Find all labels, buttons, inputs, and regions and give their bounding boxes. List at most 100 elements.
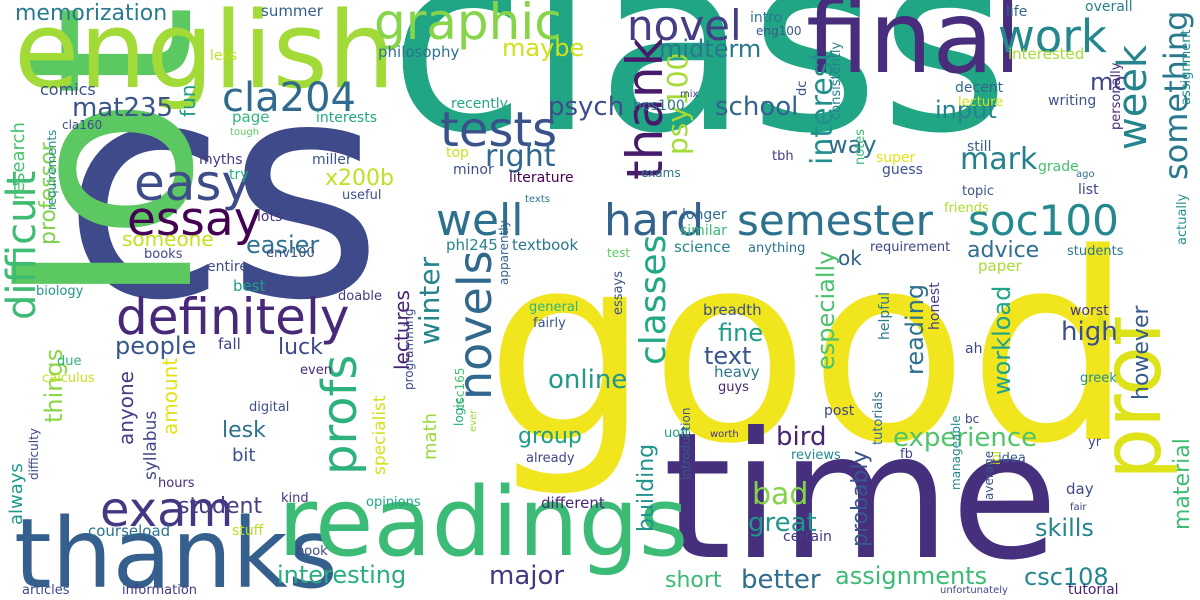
word-actually: actually <box>1175 193 1190 245</box>
word-textbook: textbook <box>512 236 579 254</box>
word-classes: classes <box>633 234 674 365</box>
word-apparently: apparently <box>497 220 511 285</box>
word-tutorials: tutorials <box>871 391 886 445</box>
word-right: right <box>485 139 556 174</box>
word-interesting: interesting <box>277 561 407 589</box>
word-cs: cs <box>62 17 384 366</box>
word-mat235: mat235 <box>72 93 174 123</box>
word-page: page <box>232 108 270 126</box>
word-winter: winter <box>413 256 446 345</box>
word-notes: notes <box>853 128 868 165</box>
word-uoft: uoft <box>664 426 690 441</box>
word-luck: luck <box>278 335 323 360</box>
word-idea: idea <box>998 451 1026 466</box>
word-entire: entire <box>207 259 248 275</box>
word-fall: fall <box>218 335 241 353</box>
word-guys: guys <box>718 380 749 395</box>
word-requirement: requirement <box>870 240 951 255</box>
word-math: math <box>420 412 441 460</box>
word-ever: ever <box>468 409 479 432</box>
word-text: text <box>704 342 752 370</box>
word-lots: lots <box>257 209 283 225</box>
word-memorization: memorization <box>15 1 168 26</box>
word-reviews: reviews <box>791 448 841 463</box>
word-super: super <box>876 150 916 166</box>
word-personally: personally <box>1109 62 1124 130</box>
word-information: information <box>122 583 198 598</box>
word-manageable: manageable <box>949 415 963 490</box>
word-phl245: phl245 <box>446 236 498 254</box>
word-day: day <box>1066 480 1094 498</box>
word-recently: recently <box>451 96 508 112</box>
word-easier: easier <box>246 231 320 259</box>
word-doable: doable <box>338 289 383 304</box>
word-final: final <box>806 0 1022 96</box>
word-texts: texts <box>525 194 550 205</box>
word-writing: writing <box>1048 93 1097 109</box>
word-good: good <box>485 199 1134 501</box>
word-mix: mix <box>680 89 699 100</box>
word-tutorial: tutorial <box>1068 582 1119 598</box>
word-worth: worth <box>710 429 739 440</box>
word-try: try <box>229 167 249 183</box>
word-best: best <box>233 277 266 295</box>
word-school: school <box>715 92 799 122</box>
word-assignments: assignments <box>835 562 988 590</box>
word-students: students <box>1067 244 1124 259</box>
word-soc100: soc100 <box>968 196 1119 245</box>
word-tough: tough <box>230 127 260 138</box>
word-hours: hours <box>158 476 195 491</box>
word-ok: ok <box>838 246 862 270</box>
word-bc: bc <box>965 412 980 426</box>
word-less: less <box>210 48 238 64</box>
word-opinions: opinions <box>366 495 421 510</box>
word-topic: topic <box>962 184 995 199</box>
word-fair: fair <box>1070 502 1087 513</box>
word-due: due <box>57 354 82 369</box>
word-ah: ah <box>965 341 983 357</box>
word-test: test <box>607 246 631 260</box>
word-still: still <box>967 139 992 155</box>
word-decent: decent <box>955 80 1004 96</box>
word-introduction: introduction <box>679 407 693 480</box>
word-courseload: courseload <box>88 522 171 540</box>
word-time: time <box>663 396 1059 599</box>
word-grade: grade <box>1038 159 1079 175</box>
word-digital: digital <box>249 400 290 415</box>
word-building: building <box>634 443 659 532</box>
word-assignment: assignment <box>1179 29 1194 105</box>
word-list: list <box>1078 182 1099 198</box>
word-similar: similar <box>680 223 727 239</box>
word-yr: yr <box>1088 435 1102 450</box>
word-mc: mc <box>1090 68 1127 96</box>
word-people: people <box>115 332 197 360</box>
word-intro: intro <box>750 10 783 26</box>
word-longer: longer <box>682 207 727 223</box>
word-dc: dc <box>795 80 810 96</box>
word-work: work <box>998 10 1107 63</box>
word-comics: comics <box>40 80 96 99</box>
word-philosophy: philosophy <box>378 43 460 61</box>
word-top: top <box>446 145 469 161</box>
word-helpful: helpful <box>877 292 893 340</box>
word-definitely: definitely <box>116 288 350 346</box>
word-breadth: breadth <box>703 301 762 319</box>
word-post: post <box>824 403 855 419</box>
word-different: different <box>541 494 605 512</box>
word-honest: honest <box>927 282 943 330</box>
word-eng100: eng100 <box>756 24 802 38</box>
word-student: student <box>178 494 263 519</box>
word-tests: tests <box>440 102 558 158</box>
word-useful: useful <box>342 188 382 203</box>
word-fairly: fairly <box>533 316 566 331</box>
word-average: average <box>982 450 996 500</box>
word-bad: bad <box>752 477 809 512</box>
word-programming: programming <box>402 308 416 390</box>
word-syllabus: syllabus <box>141 410 161 480</box>
word-myths: myths <box>199 152 243 168</box>
word-interests: interests <box>316 110 378 126</box>
word-someone: someone <box>122 227 214 251</box>
word-exams: exams <box>641 166 681 180</box>
word-amount: amount <box>158 357 182 435</box>
word-tbh: tbh <box>772 149 794 164</box>
